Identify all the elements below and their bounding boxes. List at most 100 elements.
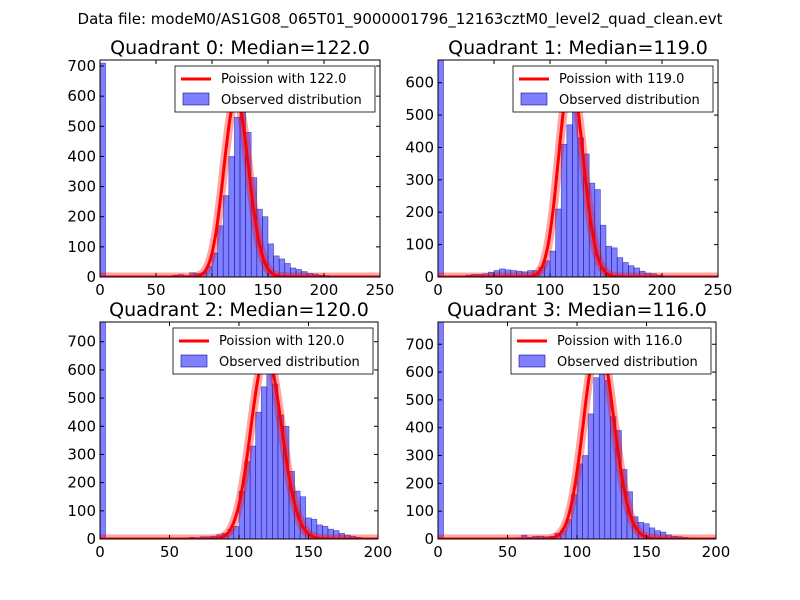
x-tick-label: 150 <box>294 543 323 561</box>
x-tick-label: 250 <box>704 281 733 299</box>
legend-fit-label: Poission with 122.0 <box>221 72 346 87</box>
y-tick-label: 500 <box>405 106 434 124</box>
x-tick-label: 0 <box>433 543 443 561</box>
panel-title: Quadrant 1: Median=119.0 <box>448 37 708 59</box>
legend-hist-swatch <box>518 354 546 368</box>
legend-hist-label: Observed distribution <box>221 93 362 108</box>
histogram-bar <box>266 366 273 539</box>
x-tick-label: 50 <box>498 543 517 561</box>
legend: Poission with 120.0 Observed distribution <box>172 327 374 375</box>
legend-hist-swatch <box>182 92 210 106</box>
x-tick-label: 100 <box>198 281 227 299</box>
poisson-fit-glow <box>100 348 378 539</box>
x-tick-label: 200 <box>702 543 731 561</box>
y-tick-label: 400 <box>67 147 96 165</box>
histogram-bar <box>582 455 589 539</box>
legend-fit-label: Poission with 120.0 <box>219 334 344 349</box>
legend: Poission with 119.0 Observed distribution <box>512 65 714 113</box>
y-tick-label: 200 <box>67 474 96 492</box>
y-tick-label: 100 <box>405 236 434 254</box>
x-tick-label: 150 <box>254 281 283 299</box>
y-tick-label: 300 <box>405 447 434 465</box>
panel-title: Quadrant 2: Median=120.0 <box>109 299 369 321</box>
y-tick-label: 500 <box>67 117 96 135</box>
y-tick-label: 600 <box>67 361 96 379</box>
figure-suptitle: Data file: modeM0/AS1G08_065T01_90000017… <box>78 10 723 29</box>
histogram-bar <box>593 377 600 539</box>
x-tick-label: 50 <box>146 281 165 299</box>
y-tick-label: 200 <box>405 203 434 221</box>
histogram-bar <box>255 411 262 539</box>
x-tick-label: 50 <box>484 281 503 299</box>
legend-hist-swatch <box>180 354 208 368</box>
legend-hist-swatch <box>520 92 548 106</box>
y-tick-label: 700 <box>405 335 434 353</box>
y-tick-label: 600 <box>405 363 434 381</box>
histogram-bar <box>222 195 230 277</box>
y-tick-label: 300 <box>67 178 96 196</box>
y-tick-label: 0 <box>424 268 434 286</box>
panel-title: Quadrant 0: Median=122.0 <box>110 37 370 59</box>
y-tick-label: 700 <box>67 333 96 351</box>
histogram-bar <box>260 386 268 539</box>
y-tick-label: 100 <box>405 502 434 520</box>
y-tick-label: 100 <box>67 502 96 520</box>
x-tick-label: 50 <box>160 543 179 561</box>
x-tick-label: 150 <box>592 281 621 299</box>
legend-hist-label: Observed distribution <box>559 93 700 108</box>
histogram-bar <box>228 156 235 277</box>
x-tick-label: 100 <box>563 543 592 561</box>
y-tick-label: 600 <box>405 74 434 92</box>
legend-fit-label: Poission with 119.0 <box>559 72 684 87</box>
legend-fit-label: Poission with 116.0 <box>557 334 682 349</box>
histogram-bar <box>566 124 573 277</box>
legend: Poission with 122.0 Observed distribution <box>174 65 376 113</box>
y-tick-label: 300 <box>405 171 434 189</box>
y-tick-label: 500 <box>405 391 434 409</box>
quadrant-1-panel: 0 50 100 150 200 250 0 100 200 300 400 500 600 Quadra… <box>405 37 732 299</box>
legend-hist-label: Observed distribution <box>219 355 360 370</box>
legend-hist-label: Observed distribution <box>557 355 698 370</box>
y-tick-label: 0 <box>424 530 434 548</box>
x-tick-label: 250 <box>366 281 395 299</box>
quadrant-2-panel: 0 50 100 150 200 0 100 200 300 400 500 600 700 Quadra… <box>67 299 392 561</box>
histogram-bar <box>598 355 606 539</box>
histogram-bar <box>100 322 106 539</box>
x-tick-label: 0 <box>95 543 105 561</box>
histogram-bar <box>587 413 594 539</box>
x-tick-label: 200 <box>364 543 393 561</box>
x-tick-label: 0 <box>95 281 105 299</box>
legend: Poission with 116.0 Observed distribution <box>510 327 712 375</box>
y-tick-label: 400 <box>67 417 96 435</box>
y-tick-label: 200 <box>67 208 96 226</box>
poisson-fit-line <box>438 339 716 539</box>
axes-frame <box>437 59 719 278</box>
quadrant-0-panel: 0 50 100 150 200 250 0 100 200 300 400 500 600 700 Qua… <box>67 37 394 299</box>
y-tick-label: 500 <box>67 389 96 407</box>
y-tick-label: 0 <box>86 268 96 286</box>
histogram-bar <box>234 116 241 277</box>
histogram-bar <box>549 250 556 277</box>
x-tick-label: 100 <box>225 543 254 561</box>
histogram-bar <box>438 322 444 539</box>
histogram-bar <box>438 60 444 277</box>
histogram-bar <box>100 62 106 277</box>
panel-title: Quadrant 3: Median=116.0 <box>447 299 707 321</box>
y-tick-label: 100 <box>67 238 96 256</box>
x-tick-label: 100 <box>536 281 565 299</box>
y-tick-label: 700 <box>67 57 96 75</box>
y-tick-label: 0 <box>86 530 96 548</box>
panels-group: 0 50 100 150 200 2500100200300400500600700Qua… <box>67 37 732 561</box>
y-tick-label: 400 <box>405 138 434 156</box>
quadrant-3-panel: 0 50 100 150 200 0 100 200 300 400 500 600 700 Quadra… <box>405 299 730 561</box>
x-tick-label: 0 <box>433 281 443 299</box>
y-tick-label: 600 <box>67 87 96 105</box>
axes-frame <box>99 59 381 278</box>
y-tick-label: 300 <box>67 445 96 463</box>
x-tick-label: 150 <box>632 543 661 561</box>
x-tick-label: 200 <box>648 281 677 299</box>
y-tick-label: 200 <box>405 474 434 492</box>
x-tick-label: 200 <box>310 281 339 299</box>
plot-area <box>438 322 716 539</box>
